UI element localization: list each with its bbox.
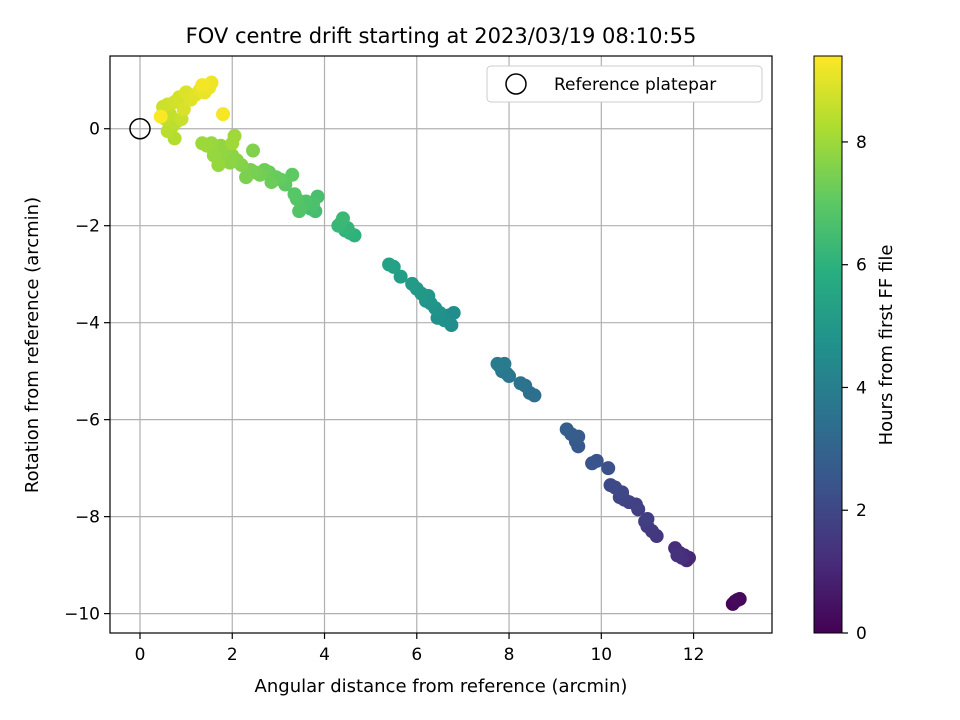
data-point — [670, 548, 685, 563]
data-point — [153, 109, 168, 124]
y-tick-label: −2 — [75, 217, 100, 237]
data-point — [246, 143, 261, 158]
data-point — [225, 136, 240, 151]
y-tick-label: −6 — [75, 411, 100, 431]
data-point — [211, 158, 226, 173]
colorbar: 0 2 4 6 8 Hours from first FF file — [813, 55, 897, 644]
data-point — [239, 170, 254, 185]
x-axis-label: Angular distance from reference (arcmin) — [255, 676, 628, 697]
data-point — [285, 167, 300, 182]
plot-frame — [109, 55, 773, 634]
data-point — [601, 461, 616, 476]
x-tick-label: 0 — [135, 645, 146, 665]
scatter-points — [153, 75, 747, 611]
data-point — [405, 276, 420, 291]
data-point — [490, 356, 505, 371]
x-tick-label: 2 — [227, 645, 238, 665]
x-tick-label: 6 — [411, 645, 422, 665]
colorbar-gradient — [813, 55, 843, 634]
x-tick-label: 4 — [319, 645, 330, 665]
colorbar-tick-label: 8 — [856, 133, 867, 153]
legend-entry: Reference platepar — [554, 75, 716, 95]
chart-title: FOV centre drift starting at 2023/03/19 … — [186, 24, 697, 48]
data-point — [264, 175, 279, 190]
data-point — [292, 204, 307, 219]
y-tick-label: −4 — [75, 314, 100, 334]
grid — [110, 56, 772, 633]
data-point — [176, 102, 191, 117]
data-point — [559, 422, 574, 437]
legend-marker — [505, 73, 527, 95]
reference-point — [129, 117, 151, 140]
data-point — [603, 478, 618, 493]
x-axis-ticks: 0 2 4 6 8 10 12 — [135, 633, 705, 665]
legend-box — [486, 65, 763, 103]
y-axis-label: Rotation from reference (arcmin) — [22, 197, 43, 493]
data-point — [382, 257, 397, 272]
x-tick-label: 12 — [683, 645, 705, 665]
data-point — [393, 269, 408, 284]
data-point — [160, 124, 175, 139]
colorbar-tick-label: 4 — [856, 378, 867, 398]
y-tick-label: −8 — [75, 508, 100, 528]
y-axis-ticks: −10 −8 −6 −4 −2 0 — [64, 120, 110, 625]
colorbar-tick-label: 2 — [856, 501, 867, 521]
colorbar-tick-label: 6 — [856, 256, 867, 276]
y-tick-label: −10 — [64, 605, 100, 625]
data-point — [730, 593, 745, 608]
data-point — [216, 107, 231, 122]
colorbar-tick-label: 0 — [856, 624, 867, 644]
colorbar-ticks: 0 2 4 6 8 — [842, 133, 867, 644]
data-point — [287, 187, 302, 202]
data-point — [585, 456, 600, 471]
y-tick-label: 0 — [89, 120, 100, 140]
legend: Reference platepar — [486, 65, 763, 103]
data-point — [195, 136, 210, 151]
x-tick-label: 10 — [590, 645, 612, 665]
data-point — [640, 512, 655, 527]
x-tick-label: 8 — [504, 645, 515, 665]
data-point — [195, 78, 210, 93]
data-point — [335, 211, 350, 226]
data-point — [513, 376, 528, 391]
colorbar-label: Hours from first FF file — [876, 245, 897, 446]
